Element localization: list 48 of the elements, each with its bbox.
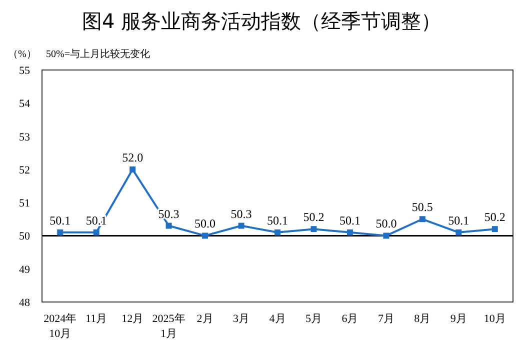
point [166, 222, 172, 229]
text: 50.3 [230, 206, 252, 221]
x-tick-label: 9月 [450, 313, 467, 325]
y-axis-title: （%） [8, 49, 36, 60]
point [419, 216, 426, 222]
text: 52.0 [122, 150, 144, 164]
y-tick-label: 54 [19, 98, 30, 110]
y-tick-label: 55 [19, 65, 30, 77]
x-tick-label: 6月 [342, 313, 358, 325]
x-tick-label: 4月 [269, 313, 286, 325]
x-tick-label: 2月 [196, 313, 214, 325]
x-tick-label: 12月 [122, 313, 144, 325]
y-tick-label: 53 [19, 131, 30, 144]
y-tick-label: 50 [19, 230, 30, 243]
point [130, 166, 136, 172]
y-tick-label: 48 [19, 297, 30, 309]
x-tick-label: 5月 [305, 313, 322, 325]
point [492, 226, 498, 232]
text: 50.0 [194, 216, 216, 231]
x-tick-label: 7月 [378, 313, 394, 325]
text: 50.2 [484, 210, 506, 224]
point [202, 232, 208, 239]
x-tick-label: 2025年 1月 [152, 313, 186, 340]
x-tick-label: 2024年 10月 [44, 313, 77, 340]
text: 50.1 [339, 213, 360, 228]
point [383, 232, 390, 239]
text: 50.1 [50, 213, 71, 228]
text: 50.1 [448, 213, 470, 228]
chart-title: 图4 服务业商务活动指数（经季节调整） [82, 9, 442, 33]
text: 50.2 [303, 210, 324, 224]
text: 50.5 [412, 200, 433, 214]
x-tick-label: 11月 [86, 313, 108, 325]
y-tick-label: 52 [19, 164, 30, 176]
point [238, 222, 244, 229]
point [93, 229, 100, 236]
point [456, 229, 462, 236]
point [274, 229, 280, 236]
y-tick-label: 49 [19, 264, 30, 276]
y-tick-label: 51 [19, 198, 30, 210]
x-tick-label: 3月 [233, 313, 250, 325]
text: 50%=与上月比较无变化 [46, 48, 150, 60]
text: 50.1 [267, 213, 288, 228]
x-tick-label: 10月 [484, 313, 506, 325]
x-tick-label: 8月 [414, 313, 431, 325]
point [346, 229, 353, 236]
text: 50.0 [376, 216, 397, 231]
point [310, 226, 317, 232]
point [57, 229, 64, 236]
